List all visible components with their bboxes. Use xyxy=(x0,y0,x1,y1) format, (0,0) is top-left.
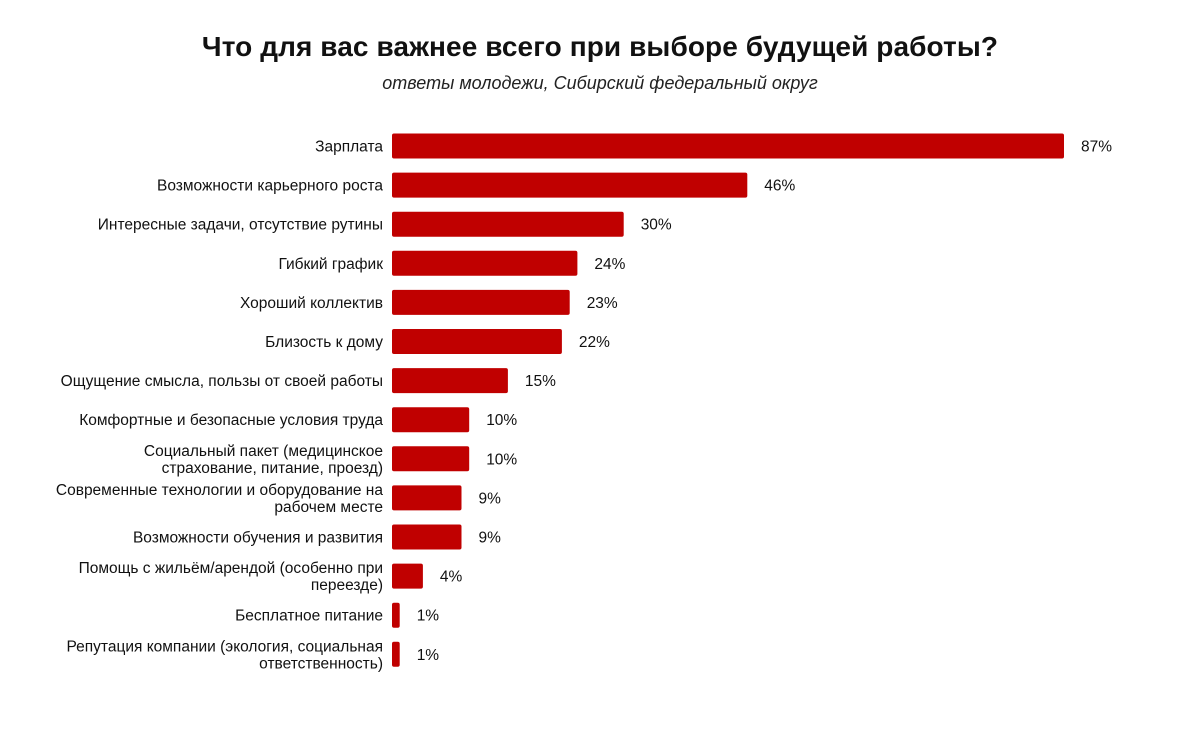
category-label-line: Возможности обучения и развития xyxy=(133,530,383,547)
bar-7 xyxy=(392,368,508,394)
bar-9 xyxy=(392,446,470,472)
category-label-7: Ощущение смысла, пользы от своей работы xyxy=(61,373,383,390)
category-label-2: Возможности карьерного роста xyxy=(157,178,383,195)
category-label-line: Помощь с жильём/арендой (особенно при xyxy=(79,560,383,577)
value-label-11: 9% xyxy=(479,530,502,547)
category-label-14: Репутация компании (экология, социальная… xyxy=(67,638,384,672)
value-label-12: 4% xyxy=(440,569,463,586)
category-label-line: Зарплата xyxy=(315,139,383,156)
value-label-8: 10% xyxy=(486,412,517,429)
bar-5 xyxy=(392,289,570,315)
bar-10 xyxy=(392,485,462,511)
category-label-line: Хороший коллектив xyxy=(240,295,383,312)
bar-6 xyxy=(392,329,562,354)
category-label-line: Репутация компании (экология, социальная xyxy=(67,638,384,655)
category-label-line: Комфортные и безопасные условия труда xyxy=(79,412,383,429)
category-label-line: рабочем месте xyxy=(274,499,383,516)
category-label-8: Комфортные и безопасные условия труда xyxy=(79,412,383,429)
category-label-line: Социальный пакет (медицинское xyxy=(144,443,383,460)
value-label-7: 15% xyxy=(525,373,556,390)
category-label-line: ответственность) xyxy=(259,655,383,672)
category-label-line: Современные технологии и оборудование на xyxy=(56,482,383,499)
category-label-line: Ощущение смысла, пользы от своей работы xyxy=(61,373,383,390)
category-label-4: Гибкий график xyxy=(278,256,383,273)
value-label-14: 1% xyxy=(417,647,440,664)
category-label-6: Близость к дому xyxy=(265,334,383,351)
value-label-9: 10% xyxy=(486,451,517,468)
chart-title: Что для вас важнее всего при выборе буду… xyxy=(201,31,999,62)
value-label-10: 9% xyxy=(479,490,502,507)
bar-14 xyxy=(392,641,400,667)
bar-8 xyxy=(392,407,470,433)
category-label-10: Современные технологии и оборудование на… xyxy=(56,482,383,516)
value-label-1: 87% xyxy=(1081,139,1112,156)
bar-13 xyxy=(392,602,400,628)
bar-11 xyxy=(392,524,462,550)
category-label-11: Возможности обучения и развития xyxy=(133,530,383,547)
value-label-6: 22% xyxy=(579,334,610,351)
category-label-1: Зарплата xyxy=(315,139,383,156)
category-label-13: Бесплатное питание xyxy=(235,608,383,625)
bar-3 xyxy=(392,211,624,237)
bar-4 xyxy=(392,250,578,276)
category-label-line: страхование, питание, проезд) xyxy=(162,460,383,477)
category-label-line: Гибкий график xyxy=(278,256,383,273)
category-label-line: переезде) xyxy=(311,577,383,594)
value-label-3: 30% xyxy=(641,217,672,234)
category-label-5: Хороший коллектив xyxy=(240,295,383,312)
bar-2 xyxy=(392,172,748,198)
category-label-9: Социальный пакет (медицинское страхование… xyxy=(144,443,383,477)
value-label-13: 1% xyxy=(417,608,440,625)
category-label-3: Интересные задачи, отсутствие рутины xyxy=(98,217,383,234)
value-label-5: 23% xyxy=(587,295,618,312)
value-label-2: 46% xyxy=(764,178,795,195)
bar-12 xyxy=(392,563,423,589)
category-label-line: Близость к дому xyxy=(265,334,383,351)
category-label-line: Бесплатное питание xyxy=(235,608,383,625)
value-label-4: 24% xyxy=(594,256,625,273)
category-label-12: Помощь с жильём/арендой (особенно при пер… xyxy=(79,560,383,594)
category-label-line: Интересные задачи, отсутствие рутины xyxy=(98,217,383,234)
bar-1 xyxy=(392,133,1064,159)
chart-subtitle: ответы молодежи, Сибирский федеральный о… xyxy=(382,73,818,93)
category-label-line: Возможности карьерного роста xyxy=(157,178,383,195)
